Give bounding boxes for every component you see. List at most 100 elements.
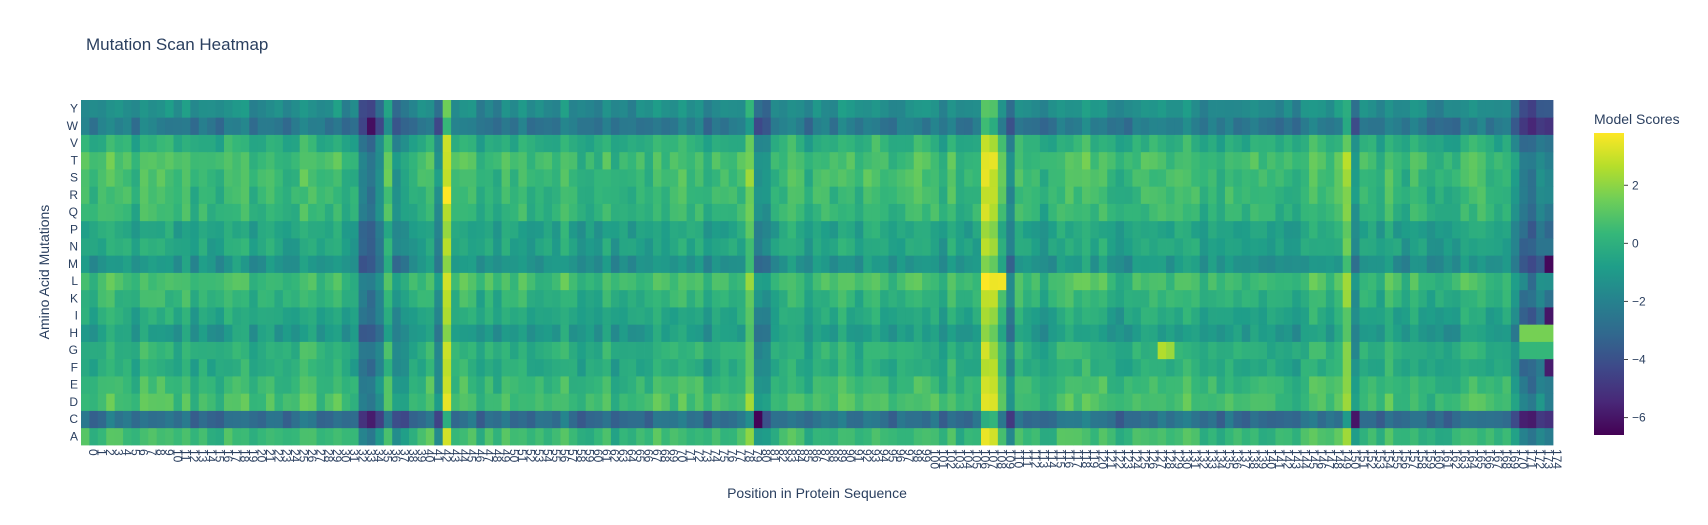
heatmap-cell (1283, 255, 1293, 273)
heatmap-cell (1140, 255, 1150, 273)
heatmap-cell (535, 307, 545, 325)
heatmap-cell (1468, 203, 1478, 222)
heatmap-cell (1073, 151, 1083, 170)
heatmap-cell (1115, 289, 1125, 308)
heatmap-cell (972, 151, 982, 170)
heatmap-cell (1519, 410, 1529, 429)
heatmap-cell (425, 289, 435, 308)
heatmap-cell (451, 307, 460, 325)
heatmap-cell (1359, 393, 1369, 411)
heatmap-cell (249, 117, 259, 135)
heatmap-cell (1468, 427, 1478, 446)
heatmap-cell (863, 169, 873, 187)
heatmap-cell (1342, 341, 1352, 360)
heatmap-cell (644, 255, 654, 273)
heatmap-cell (291, 307, 301, 325)
heatmap-cell (1418, 393, 1428, 411)
heatmap-cell (451, 324, 460, 342)
heatmap-cell (1519, 100, 1529, 118)
x-tick-label: 158 (1415, 449, 1429, 469)
heatmap-cell (139, 255, 149, 273)
heatmap-cell (1426, 307, 1436, 325)
heatmap-cell (1300, 255, 1310, 273)
heatmap-cell (1191, 376, 1201, 394)
heatmap-cell (1216, 410, 1226, 429)
heatmap-cell (1283, 272, 1293, 291)
heatmap-cell (1536, 255, 1545, 273)
heatmap-cell (1098, 427, 1108, 446)
heatmap-cell (1191, 358, 1201, 377)
heatmap-cell (1098, 134, 1108, 153)
heatmap-cell (291, 393, 301, 411)
heatmap-cell (1048, 307, 1058, 325)
colorbar-tick-label: −4 (1632, 353, 1646, 367)
heatmap-cell (156, 134, 166, 153)
heatmap-cell (1065, 220, 1074, 239)
heatmap-cell (316, 341, 326, 360)
heatmap-cell (341, 324, 351, 342)
heatmap-cell (838, 186, 847, 204)
heatmap-cell (451, 117, 460, 135)
heatmap-cell (1536, 393, 1545, 411)
heatmap-cell (89, 100, 99, 118)
heatmap-cell (400, 358, 410, 377)
heatmap-cell (695, 100, 704, 118)
heatmap-cell (1418, 272, 1428, 291)
heatmap-cell (1342, 393, 1352, 411)
heatmap-cell (795, 117, 805, 135)
heatmap-cell (795, 238, 805, 256)
heatmap-cell (737, 427, 746, 446)
heatmap-cell (1081, 203, 1091, 222)
heatmap-cell (669, 238, 679, 256)
heatmap-cell (753, 186, 763, 204)
heatmap-cell (156, 255, 166, 273)
heatmap-cell (89, 255, 99, 273)
y-tick-label: Y (70, 102, 78, 116)
heatmap-cell (812, 393, 822, 411)
heatmap-cell (1351, 272, 1360, 291)
heatmap-cell (1544, 100, 1554, 118)
heatmap-cell (812, 203, 822, 222)
heatmap-cell (1342, 324, 1352, 342)
heatmap-cell (81, 341, 90, 360)
heatmap-cell (1502, 255, 1512, 273)
heatmap-cell (695, 255, 704, 273)
heatmap-cell (1393, 272, 1402, 291)
heatmap-cell (695, 169, 704, 187)
heatmap-cell (1233, 169, 1243, 187)
heatmap-cell (1292, 151, 1302, 170)
heatmap-cell (1224, 134, 1234, 153)
heatmap-cell (913, 307, 923, 325)
heatmap-cell (324, 117, 334, 135)
heatmap-cell (156, 376, 166, 394)
colorbar-tick-label: −6 (1632, 411, 1646, 425)
heatmap-cell (964, 220, 974, 239)
heatmap-cell (1267, 358, 1276, 377)
heatmap-cell (686, 307, 696, 325)
heatmap-cell (1065, 410, 1074, 429)
heatmap-cell (1182, 220, 1192, 239)
heatmap-cell (846, 307, 856, 325)
heatmap-cell (652, 169, 662, 187)
heatmap-cell (1376, 117, 1386, 135)
heatmap-cell (509, 203, 519, 222)
heatmap-cell (981, 169, 990, 187)
heatmap-cell (829, 186, 839, 204)
heatmap-cell (1443, 220, 1453, 239)
heatmap-cell (905, 134, 915, 153)
x-tick-label: 83 (784, 449, 798, 463)
heatmap-cell (905, 307, 915, 325)
heatmap-cell (1300, 393, 1310, 411)
heatmap-cell (964, 186, 974, 204)
heatmap-cell (703, 151, 713, 170)
heatmap-cell (981, 151, 990, 170)
heatmap-cell (1174, 100, 1184, 118)
heatmap-cell (678, 376, 688, 394)
heatmap-cell (1485, 358, 1495, 377)
heatmap-cell (686, 100, 696, 118)
heatmap-cell (838, 289, 847, 308)
heatmap-cell (1166, 220, 1175, 239)
heatmap-cell (1090, 341, 1100, 360)
heatmap-cell (1376, 410, 1386, 429)
heatmap-cell (240, 410, 250, 429)
